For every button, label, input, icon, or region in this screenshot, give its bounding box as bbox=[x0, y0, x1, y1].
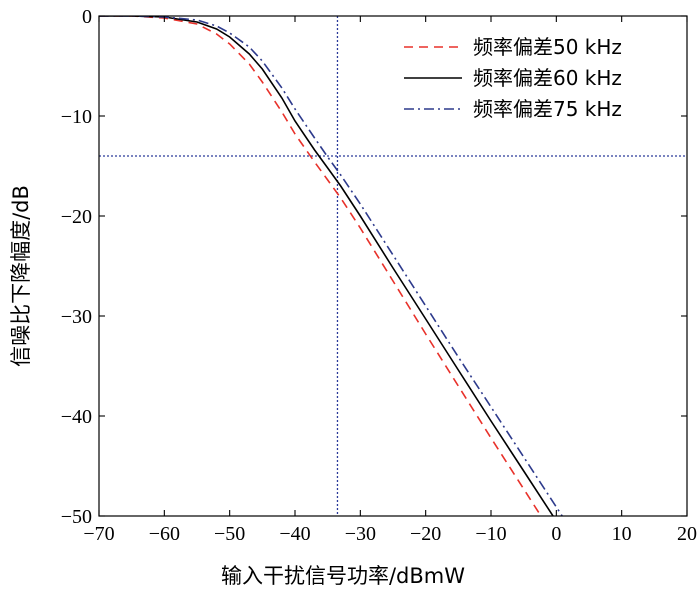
x-tick-label: −40 bbox=[279, 523, 310, 545]
series-line-2 bbox=[99, 16, 554, 516]
reference-lines bbox=[99, 16, 687, 516]
x-tick-label: −20 bbox=[410, 523, 441, 545]
plot-frame bbox=[98, 15, 688, 517]
x-tick-label: −50 bbox=[214, 523, 245, 545]
legend: 频率偏差50 kHz 频率偏差60 kHz 频率偏差75 kHz bbox=[404, 35, 622, 121]
x-tick-label: 20 bbox=[677, 523, 697, 545]
x-tick-label: −10 bbox=[475, 523, 506, 545]
x-tick-label: −60 bbox=[149, 523, 180, 545]
y-tick-label: 0 bbox=[82, 6, 92, 28]
legend-label-1: 频率偏差50 kHz bbox=[473, 35, 622, 59]
axis-ticks: −70 −60 −50 −40 −30 −20 −10 0 10 20 0 −10 −20 −30 −40 −… bbox=[61, 6, 697, 545]
series-line-3 bbox=[99, 16, 564, 516]
x-tick-label: −30 bbox=[345, 523, 376, 545]
x-tick-label: 0 bbox=[551, 523, 561, 545]
x-axis-title: 输入干扰信号功率/dBmW bbox=[221, 564, 465, 588]
x-tick-label: 10 bbox=[612, 523, 632, 545]
y-tick-label: −40 bbox=[61, 406, 92, 428]
series-lines bbox=[99, 16, 564, 516]
series-line-1 bbox=[99, 16, 542, 516]
legend-label-2: 频率偏差60 kHz bbox=[473, 66, 622, 90]
x-tick-label: −70 bbox=[83, 523, 114, 545]
y-axis-title: 信噪比下降幅度/dB bbox=[9, 185, 33, 367]
y-tick-label: −30 bbox=[61, 306, 92, 328]
y-tick-label: −10 bbox=[61, 106, 92, 128]
y-tick-label: −20 bbox=[61, 206, 92, 228]
y-tick-label: −50 bbox=[61, 506, 92, 528]
legend-label-3: 频率偏差75 kHz bbox=[473, 97, 622, 121]
